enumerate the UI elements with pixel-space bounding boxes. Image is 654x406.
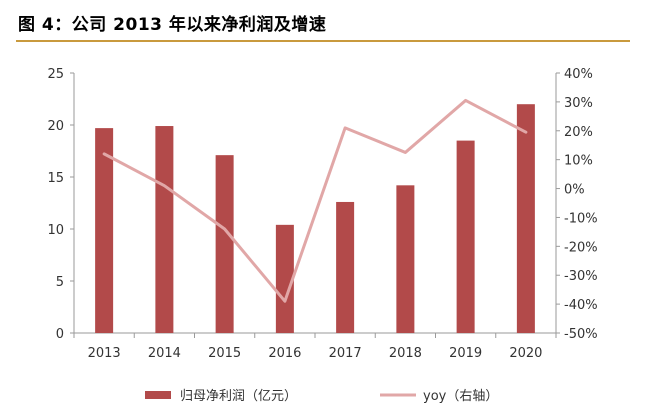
legend-label-bar: 归母净利润（亿元） (180, 389, 297, 404)
right-tick-label: 0% (564, 183, 585, 198)
left-tick-label: 0 (56, 327, 64, 342)
x-tick-label: 2018 (389, 346, 422, 361)
bar-net-profit (396, 185, 415, 333)
x-tick-label: 2017 (329, 346, 362, 361)
right-tick-label: -10% (564, 211, 598, 226)
figure-title: 图 4：公司 2013 年以来净利润及增速 (18, 15, 327, 35)
right-tick-label: 30% (564, 96, 593, 111)
bar-net-profit (336, 201, 355, 333)
x-tick-label: 2020 (509, 346, 542, 361)
right-tick-label: -50% (564, 327, 598, 342)
bar-net-profit (456, 140, 475, 333)
left-tick-label: 20 (47, 119, 64, 134)
x-tick-label: 2014 (148, 346, 181, 361)
left-tick-label: 25 (47, 67, 64, 82)
left-tick-label: 10 (47, 223, 64, 238)
x-tick-label: 2019 (449, 346, 482, 361)
right-tick-label: -30% (564, 269, 598, 284)
legend-swatch-bar (145, 391, 171, 399)
line-yoy (102, 98, 528, 303)
right-tick-label: -20% (564, 240, 598, 255)
bar-net-profit (275, 224, 294, 333)
bar-net-profit (215, 155, 234, 333)
x-tick-label: 2016 (268, 346, 301, 361)
x-tick-label: 2013 (88, 346, 121, 361)
left-tick-label: 5 (56, 275, 64, 290)
title-rule (16, 40, 630, 42)
bar-net-profit (155, 126, 174, 333)
bar-net-profit (516, 104, 535, 333)
left-tick-label: 15 (47, 171, 64, 186)
right-tick-label: -40% (564, 298, 598, 313)
legend-label-line: yoy（右轴） (423, 389, 498, 404)
right-tick-label: 40% (564, 67, 593, 82)
bar-net-profit (95, 128, 114, 333)
right-tick-label: 20% (564, 125, 593, 140)
right-tick-label: 10% (564, 154, 593, 169)
x-tick-label: 2015 (208, 346, 241, 361)
